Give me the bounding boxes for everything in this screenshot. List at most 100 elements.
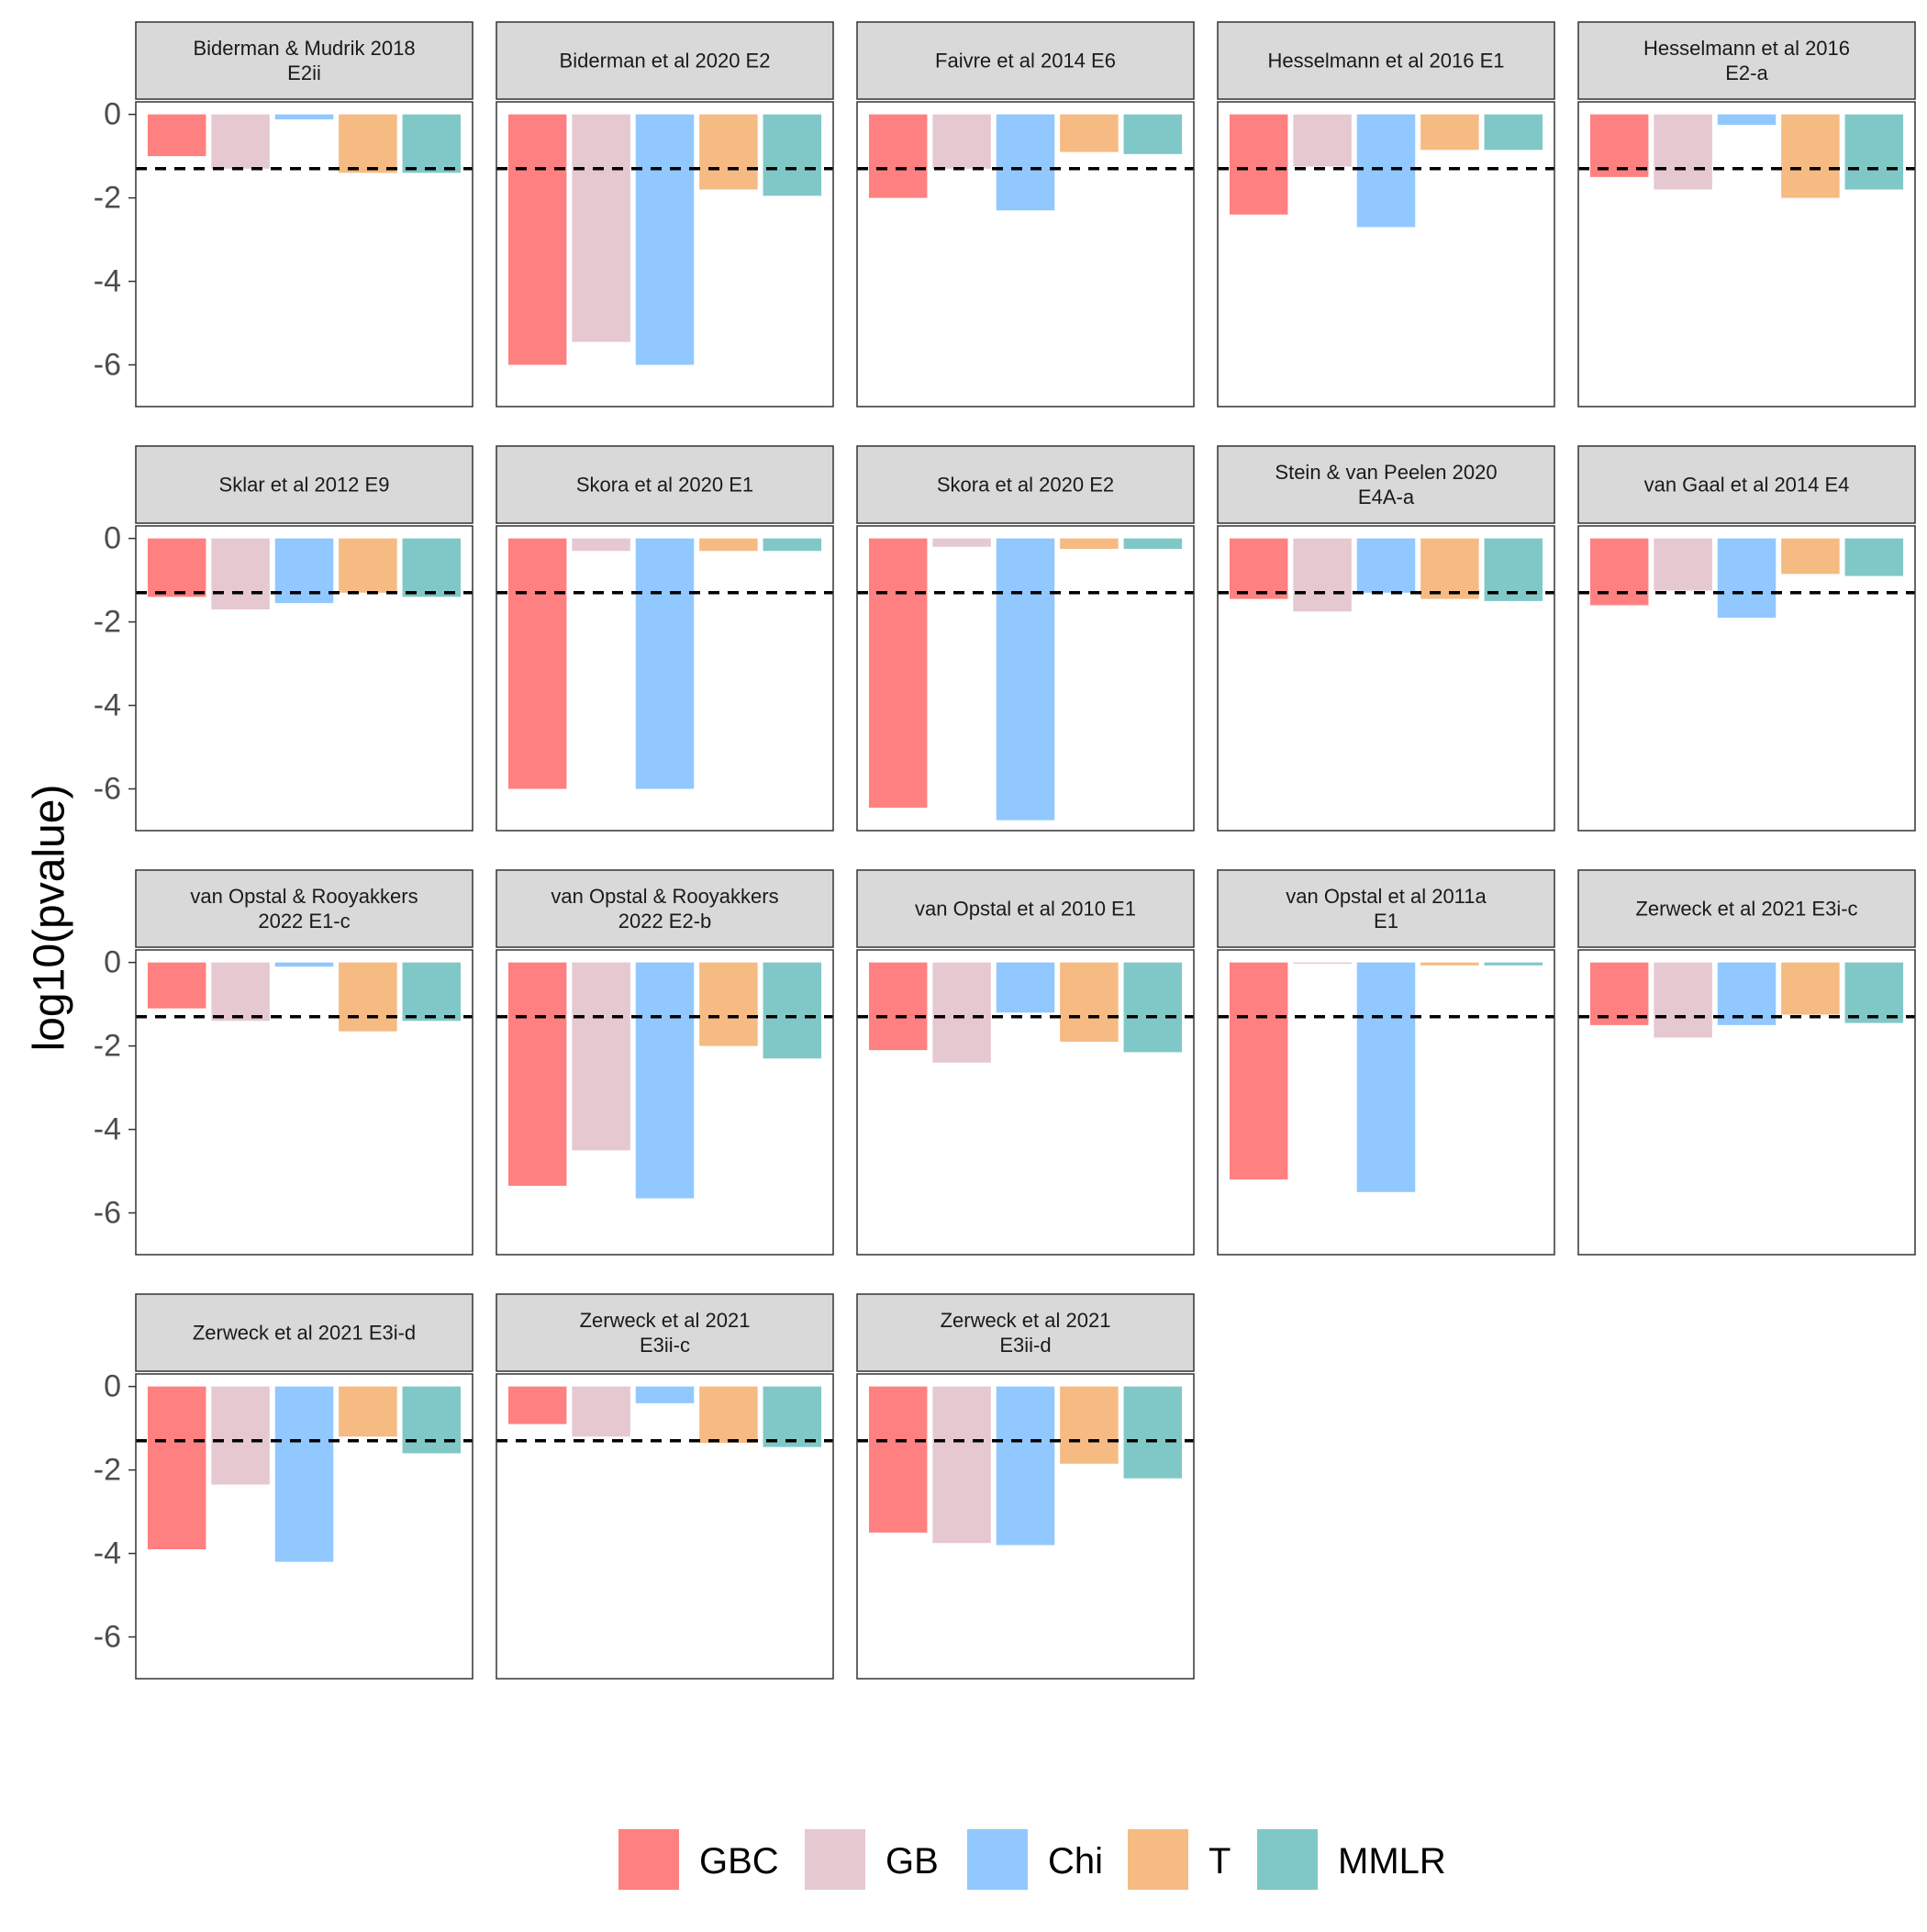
facet-panel-6: Sklar et al 2012 E9 0 -2 -4 -6	[94, 445, 473, 832]
facet-title: Skora et al 2020 E2	[937, 474, 1114, 497]
bar-t	[339, 962, 397, 1032]
bar-t	[699, 1386, 758, 1444]
facet-title: van Opstal et al 2010 E1	[915, 898, 1136, 921]
bar-chi	[635, 1386, 695, 1403]
y-tick-label: 0	[104, 97, 121, 132]
bar-gb	[1293, 538, 1352, 612]
y-tick-label: -4	[94, 1112, 121, 1147]
bar-gb	[572, 538, 630, 552]
facet-strip	[856, 869, 1195, 948]
y-tick-label: -6	[94, 348, 121, 383]
bar-mmlr	[1484, 538, 1543, 601]
bar-gb	[1293, 962, 1352, 965]
bar-chi	[996, 1386, 1055, 1546]
facet-title: Zerweck et al 2021	[941, 1309, 1111, 1332]
bar-gbc	[507, 1386, 567, 1424]
facet-title: Skora et al 2020 E1	[576, 474, 753, 497]
facet-title: Sklar et al 2012 E9	[219, 474, 390, 497]
facet-strip	[135, 445, 473, 524]
panel-border	[135, 101, 473, 408]
facet-strip	[1217, 445, 1555, 524]
facet-panel-15: Zerweck et al 2021 E3i-c	[1577, 869, 1916, 1256]
bar-gbc	[147, 962, 206, 1009]
y-tick-label: -2	[94, 1453, 121, 1488]
bar-gbc	[147, 538, 206, 597]
bar-t	[339, 538, 397, 593]
panel-border	[856, 1373, 1195, 1680]
bar-mmlr	[1844, 538, 1904, 576]
legend-key-t	[1128, 1829, 1188, 1890]
panel-border	[496, 101, 834, 408]
bar-mmlr	[402, 538, 462, 597]
facet-strip	[496, 869, 834, 948]
bar-gb	[211, 114, 270, 169]
bar-mmlr	[1844, 962, 1904, 1023]
bar-gb	[932, 538, 991, 547]
facet-strip	[856, 1293, 1195, 1372]
y-tick-label: -6	[94, 772, 121, 807]
bar-t	[1060, 114, 1119, 152]
facet-strip	[1217, 21, 1555, 100]
bar-gb	[932, 114, 991, 169]
bar-chi	[635, 962, 695, 1199]
bar-mmlr	[1484, 114, 1543, 151]
facet-strip	[496, 445, 834, 524]
bar-chi	[635, 114, 695, 365]
bar-chi	[996, 114, 1055, 211]
bar-gbc	[868, 538, 928, 808]
panel-border	[135, 1373, 473, 1680]
y-tick-label: 0	[104, 521, 121, 556]
facet-title: E2-a	[1725, 61, 1768, 84]
panel-border	[496, 1373, 834, 1680]
y-tick-label: 0	[104, 1369, 121, 1404]
y-tick-label: -2	[94, 605, 121, 640]
facet-title: E3ii-d	[999, 1334, 1051, 1357]
facet-title: 2022 E2-b	[618, 910, 712, 932]
bar-chi	[1356, 114, 1416, 228]
bar-gbc	[1229, 962, 1288, 1180]
bar-t	[1781, 962, 1840, 1015]
bar-gbc	[1589, 962, 1649, 1025]
facet-panel-3: Faivre et al 2014 E6	[856, 21, 1195, 408]
bar-t	[339, 114, 397, 173]
facet-title: Hesselmann et al 2016	[1643, 37, 1850, 60]
facet-title: Hesselmann et al 2016 E1	[1267, 50, 1504, 73]
facet-title: van Opstal et al 2011a	[1286, 885, 1487, 908]
bar-mmlr	[763, 1386, 822, 1447]
bar-mmlr	[763, 538, 822, 552]
bar-t	[699, 538, 758, 552]
bar-gbc	[1589, 114, 1649, 177]
facet-title: van Opstal & Rooyakkers	[190, 885, 418, 908]
bar-gb	[1654, 962, 1712, 1038]
facet-panel-13: van Opstal et al 2010 E1	[856, 869, 1195, 1256]
facet-strip	[496, 21, 834, 100]
bar-gbc	[147, 114, 206, 157]
panel-border	[135, 525, 473, 832]
bar-gb	[1654, 114, 1712, 190]
facet-title: Zerweck et al 2021	[580, 1309, 751, 1332]
legend-label-chi: Chi	[1048, 1841, 1103, 1882]
panel-border	[1217, 525, 1555, 832]
facet-title: E2ii	[287, 61, 321, 84]
facet-panel-4: Hesselmann et al 2016 E1	[1217, 21, 1555, 408]
bar-chi	[1717, 538, 1777, 619]
panel-border	[135, 949, 473, 1256]
facet-title: Zerweck et al 2021 E3i-c	[1635, 898, 1857, 921]
facet-strip	[856, 445, 1195, 524]
bar-chi	[1717, 962, 1777, 1025]
bar-gb	[211, 538, 270, 609]
bar-t	[1420, 114, 1479, 151]
bar-chi	[996, 538, 1055, 821]
legend-label-t: T	[1209, 1841, 1231, 1882]
panel-border	[1577, 101, 1916, 408]
bar-gbc	[868, 1386, 928, 1533]
facet-title: van Opstal & Rooyakkers	[551, 885, 778, 908]
facet-strip	[1577, 445, 1916, 524]
facet-strip	[496, 1293, 834, 1372]
facet-title: Zerweck et al 2021 E3i-d	[193, 1322, 416, 1345]
panel-border	[856, 949, 1195, 1256]
